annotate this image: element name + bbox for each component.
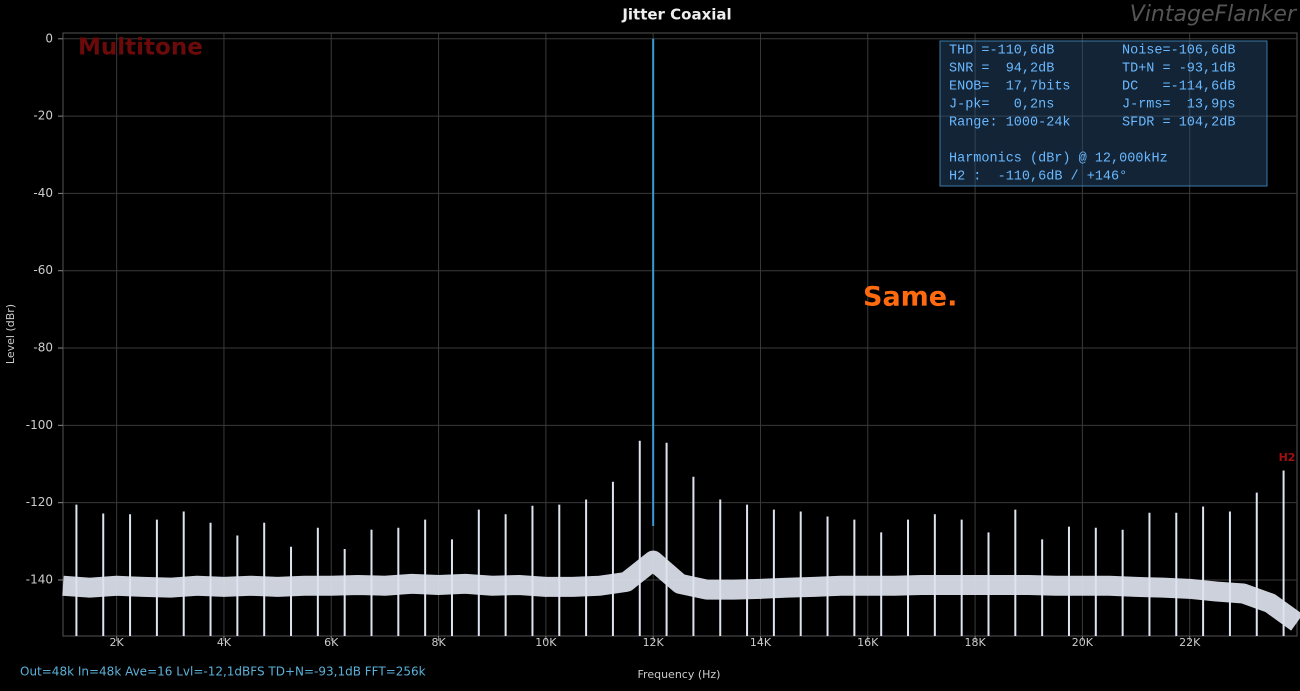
plot-area <box>62 32 1298 637</box>
y-tick-label: 0 <box>45 31 53 45</box>
info-entry: ENOB= 17,7bits <box>949 80 1071 95</box>
info-entry: SFDR = 104,2dB <box>1122 116 1235 131</box>
y-tick-label: -80 <box>33 341 53 355</box>
y-tick-label: -20 <box>33 109 53 123</box>
info-entry: SNR = 94,2dB <box>949 62 1054 77</box>
x-tick-label: 4K <box>217 636 232 649</box>
x-tick-label: 8K <box>431 636 446 649</box>
x-tick-label: 14K <box>750 636 772 649</box>
x-axis-label: Frequency (Hz) <box>638 668 721 681</box>
y-tick-label: -60 <box>33 263 53 277</box>
noise-floor <box>62 550 1300 631</box>
y-tick-label: -40 <box>33 186 53 200</box>
info-entry: Range: 1000-24k <box>949 116 1071 131</box>
harmonic-entry: H2 : -110,6dB / +146° <box>949 170 1127 185</box>
y-tick-label: -140 <box>26 572 53 586</box>
x-tick-label: 6K <box>324 636 339 649</box>
y-tick-label: -120 <box>26 495 53 509</box>
harmonics-title: Harmonics (dBr) @ 12,000kHz <box>949 152 1168 167</box>
marks <box>62 38 1300 636</box>
x-tick-label: 10K <box>535 636 557 649</box>
info-entry: Noise=-106,6dB <box>1122 44 1235 59</box>
footer: Out=48k In=48k Ave=16 Lvl=-12,1dBFS TD+N… <box>20 665 426 679</box>
info-text: THD =-110,6dB Noise=-106,6dB SNR = 94,2dB T… <box>949 44 1235 185</box>
info-entry: TD+N = -93,1dB <box>1122 62 1235 77</box>
info-box <box>939 40 1268 187</box>
x-tick-label: 18K <box>964 636 986 649</box>
y-axis-label: Level (dBr) <box>4 304 17 364</box>
mode-label: Multitone <box>78 35 203 61</box>
annotation: Same. <box>863 282 957 313</box>
info-entry: THD =-110,6dB <box>949 44 1054 59</box>
info-entry: DC =-114,6dB <box>1122 80 1235 95</box>
x-tick-label: 2K <box>110 636 125 649</box>
x-tick-label: 22K <box>1179 636 1201 649</box>
info-entry: J-pk= 0,2ns <box>949 98 1054 113</box>
watermark: VintageFlanker <box>1130 2 1298 27</box>
x-tick-label: 20K <box>1072 636 1094 649</box>
info-entry: J-rms= 13,9ps <box>1122 98 1235 113</box>
y-tick-label: -100 <box>26 418 53 432</box>
harmonic-label: H2 <box>1279 451 1296 464</box>
x-tick-label: 16K <box>857 636 879 649</box>
chart-title: Jitter Coaxial <box>621 6 731 24</box>
x-tick-label: 12K <box>643 636 665 649</box>
